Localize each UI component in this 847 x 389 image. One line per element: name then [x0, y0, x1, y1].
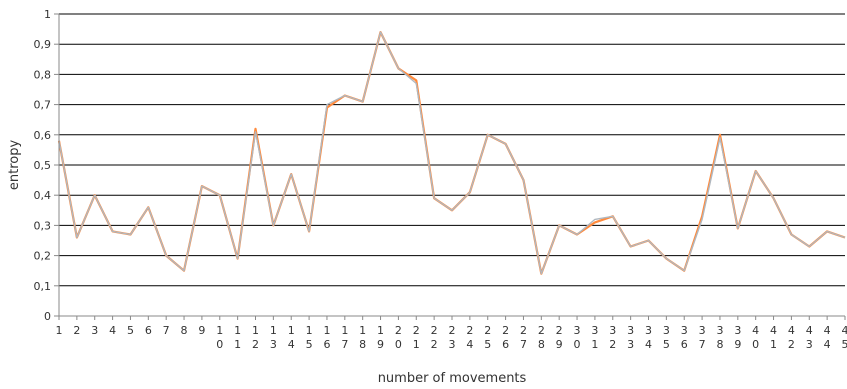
x-tick-label: 8	[181, 324, 188, 337]
x-tick-label: 5	[127, 324, 134, 337]
gridlines	[59, 13, 845, 287]
y-tick-label: 0,3	[34, 219, 52, 232]
y-tick-label: 0,7	[34, 99, 52, 112]
series-layer	[57, 30, 846, 275]
x-tick-label: 4	[109, 324, 116, 337]
y-tick-label: 0	[44, 310, 51, 323]
y-tick-label: 0,4	[34, 189, 52, 202]
x-tick-label: 2	[73, 324, 80, 337]
y-tick-label: 0,9	[34, 38, 52, 51]
y-tick-label: 0,8	[34, 68, 52, 81]
x-tick-label: 6	[145, 324, 152, 337]
x-tick-label: 1	[56, 324, 63, 337]
y-axis-title: entropy	[7, 140, 22, 191]
x-axis-title: number of movements	[378, 371, 527, 386]
y-tick-label: 0,6	[34, 129, 52, 142]
y-tick-label: 0,1	[34, 280, 52, 293]
y-axis-ticks: 0 0,1 0,2 0,3 0,4 0,5 0,6 0,7 0,8 0,9 1	[34, 8, 59, 323]
x-axis-ticks: 1 2 3 4 5 6 7 8 9 1 01 11 21 31 41 51 61 71 81 92 02 12 22 32 42…	[56, 316, 847, 351]
x-tick-label: 7	[163, 324, 170, 337]
x-tick-label: 3	[91, 324, 98, 337]
series-line-1	[57, 30, 846, 275]
y-tick-label: 1	[44, 8, 51, 21]
y-tick-label: 0,2	[34, 250, 52, 263]
series-line-2	[58, 31, 846, 275]
x-tick-label: 9	[198, 324, 205, 337]
y-tick-label: 0,5	[34, 159, 52, 172]
